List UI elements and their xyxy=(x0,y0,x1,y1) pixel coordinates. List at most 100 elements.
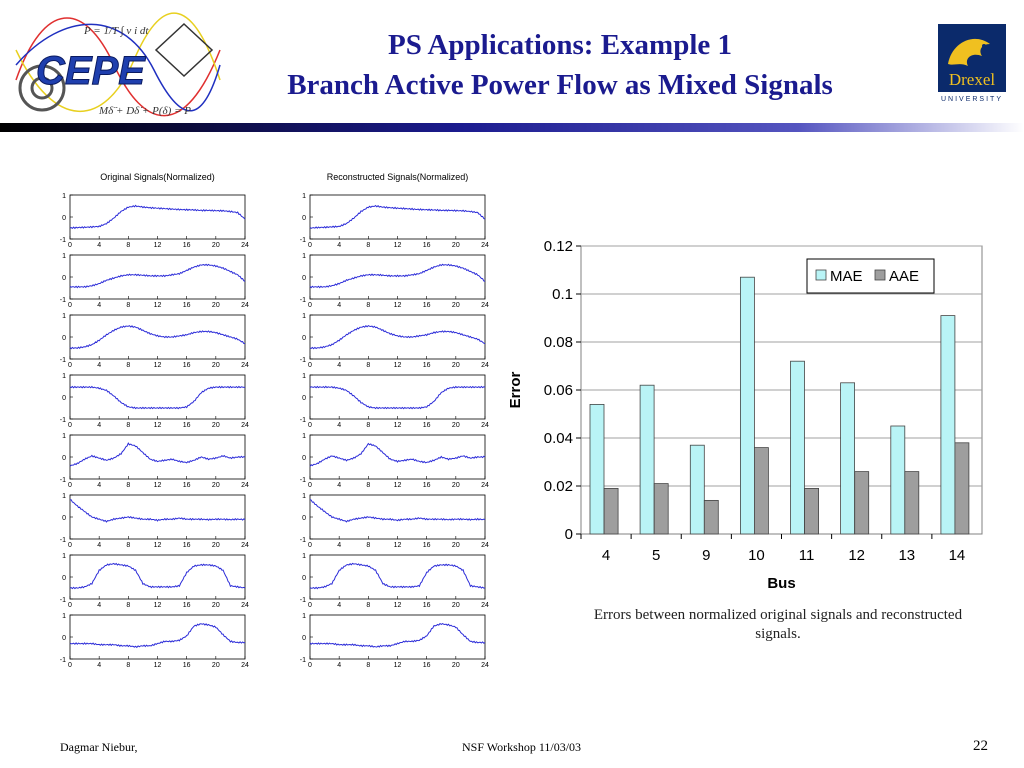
logo-wordmark: CEPE xyxy=(36,49,146,93)
x-tick-label: 12 xyxy=(394,362,402,369)
y-tick-label: 0 xyxy=(302,635,306,642)
signal-line xyxy=(309,204,486,229)
drexel-logo: Drexel UNIVERSITY xyxy=(934,22,1010,104)
y-tick-label: -1 xyxy=(300,657,306,664)
signal-line xyxy=(309,562,486,590)
y-tick-label: 1 xyxy=(302,613,306,620)
slide-title-line1: PS Applications: Example 1 xyxy=(387,29,733,61)
x-tick-label: 4 xyxy=(337,482,341,489)
y-tick-label: 1 xyxy=(302,373,306,380)
dragon-icon xyxy=(948,38,990,66)
x-tick-label: 12 xyxy=(394,542,402,549)
signal-subplot: 10-10 4 8 12 16 20 24 xyxy=(60,493,249,549)
x-tick-label: 13 xyxy=(898,547,915,564)
legend-label-aae: AAE xyxy=(889,268,919,285)
subplot-frame xyxy=(309,434,486,480)
drexel-wordmark: Drexel xyxy=(949,70,996,89)
y-tick-label: 1 xyxy=(302,433,306,440)
y-tick-label: 1 xyxy=(302,193,306,200)
x-tick-label: 4 xyxy=(337,362,341,369)
x-tick-label: 12 xyxy=(394,482,402,489)
signal-line xyxy=(69,623,246,649)
logo-gear xyxy=(18,64,66,112)
caption-line1: Errors between normalized original signa… xyxy=(593,607,963,623)
x-tick-label: 20 xyxy=(212,422,220,429)
x-tick-label: 8 xyxy=(366,542,370,549)
x-tick-label: 24 xyxy=(481,602,489,609)
y-tick-label: 1 xyxy=(62,193,66,200)
caption-line2: signals. xyxy=(755,626,801,642)
subplot-frame xyxy=(309,494,486,540)
subplot-frame xyxy=(309,314,486,360)
signal-subplot: 10-10 4 8 12 16 20 24 xyxy=(300,493,489,549)
signal-line xyxy=(69,499,246,523)
x-tick-label: 20 xyxy=(212,482,220,489)
y-tick-label: 0 xyxy=(62,635,66,642)
y-tick-label: 0 xyxy=(302,515,306,522)
x-tick-label: 16 xyxy=(183,422,191,429)
signal-subplot: 10-10 4 8 12 16 20 24 xyxy=(60,613,249,669)
signal-subplot: 10-10 4 8 12 16 20 24 xyxy=(300,253,489,309)
y-tick-label: 0 xyxy=(302,335,306,342)
y-tick-label: -1 xyxy=(300,417,306,424)
bar-aae xyxy=(753,447,769,535)
x-tick-label: 0 xyxy=(68,662,72,669)
y-tick-label: 0.12 xyxy=(544,238,573,255)
signal-subplot: 10-10 4 8 12 16 20 24 xyxy=(60,313,249,369)
bar-mae xyxy=(689,444,705,535)
x-tick-label: 12 xyxy=(848,547,865,564)
signal-line xyxy=(309,324,486,350)
x-tick-label: 16 xyxy=(183,242,191,249)
x-tick-label: 4 xyxy=(337,422,341,429)
x-tick-label: 0 xyxy=(308,662,312,669)
x-tick-label: 0 xyxy=(68,482,72,489)
signal-line xyxy=(309,622,486,648)
x-tick-label: 4 xyxy=(97,662,101,669)
x-tick-label: 12 xyxy=(154,242,162,249)
x-tick-label: 4 xyxy=(97,242,101,249)
subplot-frame xyxy=(69,314,246,360)
x-tick-label: 20 xyxy=(452,542,460,549)
y-tick-label: 0 xyxy=(565,526,573,543)
y-tick-label: -1 xyxy=(300,237,306,244)
drexel-university: UNIVERSITY xyxy=(941,96,1003,103)
y-tick-label: -1 xyxy=(300,477,306,484)
x-tick-label: 12 xyxy=(394,302,402,309)
bar-aae xyxy=(804,487,820,535)
page-number: 22 xyxy=(973,738,988,754)
x-tick-label: 24 xyxy=(241,422,249,429)
x-tick-label: 12 xyxy=(154,602,162,609)
x-tick-label: 12 xyxy=(154,662,162,669)
x-tick-label: 20 xyxy=(452,482,460,489)
x-tick-label: 24 xyxy=(481,542,489,549)
y-tick-label: 0.06 xyxy=(544,382,573,399)
x-tick-label: 4 xyxy=(337,242,341,249)
legend-swatch-aae xyxy=(874,269,886,281)
subplot-frame xyxy=(69,194,246,240)
x-tick-label: 16 xyxy=(423,302,431,309)
signal-line xyxy=(69,204,246,230)
x-tick-label: 4 xyxy=(97,482,101,489)
y-tick-label: -1 xyxy=(300,357,306,364)
x-tick-label: 8 xyxy=(126,542,130,549)
x-tick-label: 12 xyxy=(154,482,162,489)
x-tick-label: 24 xyxy=(241,662,249,669)
signal-subplot: 10-10 4 8 12 16 20 24 xyxy=(300,313,489,369)
logo-bridge xyxy=(154,22,214,78)
x-tick-label: 8 xyxy=(366,662,370,669)
x-tick-label: 20 xyxy=(212,602,220,609)
x-tick-label: 0 xyxy=(68,362,72,369)
x-tick-label: 8 xyxy=(366,242,370,249)
y-tick-label: 0.04 xyxy=(544,430,573,447)
subplot-frame xyxy=(309,614,486,660)
subplot-frame xyxy=(69,554,246,600)
subplot-frame xyxy=(69,254,246,300)
y-tick-label: 1 xyxy=(62,253,66,260)
subplot-frame xyxy=(69,614,246,660)
header-rule xyxy=(0,123,1024,132)
x-tick-label: 0 xyxy=(308,542,312,549)
bar-aae xyxy=(854,471,870,535)
y-tick-label: -1 xyxy=(60,657,66,664)
x-tick-label: 8 xyxy=(366,422,370,429)
bar-aae xyxy=(603,487,619,535)
